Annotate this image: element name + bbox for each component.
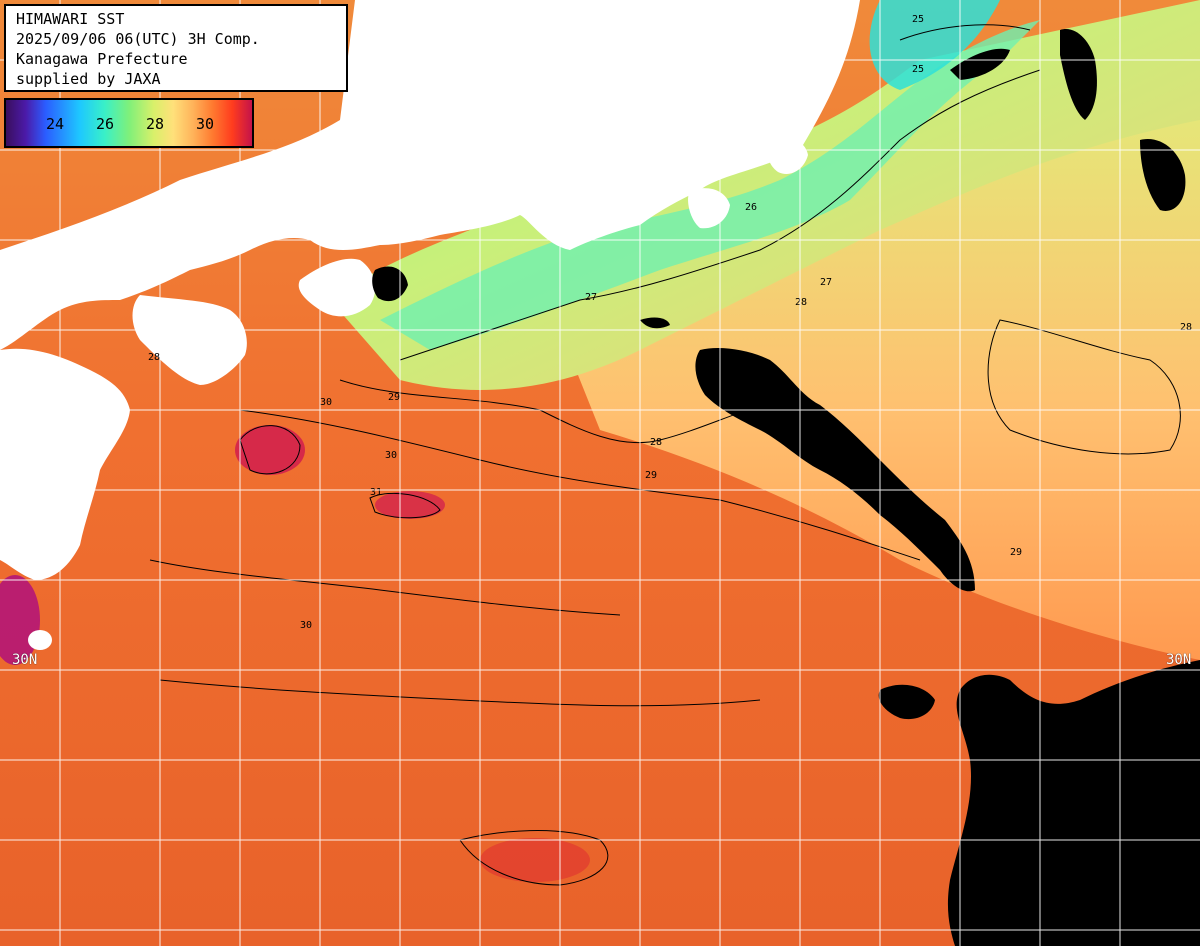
- land-honshu: [0, 0, 860, 350]
- contour-28-east: [987, 319, 1181, 455]
- contour-29-band: [239, 409, 921, 561]
- land-kii: [298, 258, 376, 317]
- contour-label: 28: [795, 297, 807, 308]
- contour-label: 29: [1010, 547, 1022, 558]
- latitude-label-right: 30N: [1166, 652, 1192, 668]
- cloud-southeast: [947, 660, 1200, 946]
- temperature-color-scale: 24 26 28 30: [4, 98, 254, 148]
- cloud-northeast-3: [950, 48, 1010, 80]
- contour-label: 29: [388, 392, 400, 403]
- sea-cyan-northeast: [869, 0, 1000, 90]
- scale-label-26: 26: [96, 115, 115, 133]
- cloud-central: [695, 348, 975, 592]
- sea-hotspot-1: [235, 425, 305, 475]
- sea-hotspot-3: [480, 838, 590, 882]
- latitude-label-left: 30N: [12, 652, 38, 668]
- land-boso: [767, 139, 808, 175]
- contour-label-group: 25 25 26 27 27 28 28 28 29 29 29 30 30 3…: [148, 14, 1192, 631]
- contour-label: 30: [320, 397, 332, 408]
- cloud-coast-1: [372, 266, 408, 302]
- contour-hotspot-2: [369, 492, 441, 519]
- contour-label: 29: [645, 470, 657, 481]
- contour-label: 28: [1180, 322, 1192, 333]
- map-title-box: HIMAWARI SST 2025/09/06 06(UTC) 3H Comp.…: [4, 4, 348, 92]
- contour-30-band-2: [159, 679, 761, 707]
- contour-26-northeast: [899, 24, 1031, 41]
- contour-label: 27: [820, 277, 832, 288]
- scale-label-30: 30: [196, 115, 215, 133]
- contour-label: 30: [385, 450, 397, 461]
- contour-hotspot-1: [239, 425, 301, 475]
- contour-label: 26: [745, 202, 757, 213]
- scale-label-24: 24: [46, 115, 65, 133]
- title-line-supplier: supplied by JAXA: [16, 70, 161, 88]
- land-islet-2: [475, 154, 495, 186]
- contour-lines: [149, 24, 1181, 886]
- contour-label: 31: [370, 487, 382, 498]
- contour-28-coast: [339, 379, 781, 444]
- contour-label: 28: [148, 352, 160, 363]
- contour-30-band-1: [149, 559, 621, 616]
- land-islet-1: [28, 630, 52, 650]
- contour-label: 25: [912, 14, 924, 25]
- cloud-east-left: [878, 684, 935, 720]
- land-shikoku: [132, 295, 247, 385]
- cloud-northeast-2: [1140, 139, 1186, 211]
- contour-label: 27: [585, 292, 597, 303]
- contour-27-coast: [399, 69, 1041, 361]
- title-line-prefecture: Kanagawa Prefecture: [16, 50, 188, 68]
- contour-29-south: [459, 830, 609, 886]
- cloud-coast-2: [640, 317, 670, 329]
- land-kyushu: [0, 348, 130, 580]
- sea-hotspot-2: [375, 491, 445, 519]
- contour-label: 30: [300, 620, 312, 631]
- land-islet-3: [532, 195, 548, 215]
- sea-cyan-coast: [380, 20, 1040, 350]
- scale-label-28: 28: [146, 115, 165, 133]
- title-line-satellite: HIMAWARI SST: [16, 10, 125, 28]
- contour-label: 25: [912, 64, 924, 75]
- contour-label: 28: [650, 437, 662, 448]
- title-line-datetime: 2025/09/06 06(UTC) 3H Comp.: [16, 30, 260, 48]
- cloud-northeast-1: [1060, 29, 1097, 120]
